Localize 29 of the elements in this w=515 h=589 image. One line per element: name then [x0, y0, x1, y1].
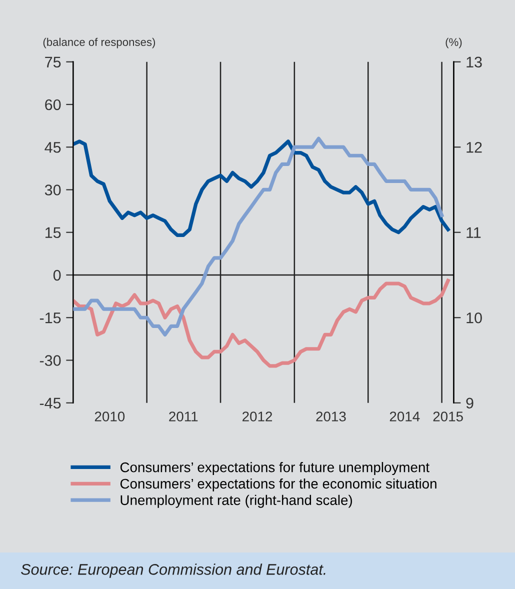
- source-note: Source: European Commission and Eurostat.: [21, 564, 326, 578]
- y-tick-label: 45: [44, 142, 61, 153]
- line-series: [73, 140, 450, 238]
- y2-tick-label: 10: [466, 312, 482, 324]
- y-axis-title: (balance of responses): [43, 38, 156, 48]
- y-tick-label: -15: [40, 312, 61, 324]
- y-tick-label: 30: [44, 184, 61, 196]
- legend-label: Unemployment rate (right-hand scale): [120, 494, 352, 508]
- x-tick-label: 2011: [169, 412, 198, 422]
- x-tick-label: 2015: [433, 412, 463, 422]
- y-tick-label: 15: [46, 227, 61, 238]
- y2-tick-label: 13: [466, 56, 482, 68]
- x-tick-label: 2013: [316, 412, 346, 422]
- y-tick-label: 0: [53, 270, 61, 281]
- y2-tick-label: 9: [466, 398, 474, 409]
- y-tick-label: -30: [40, 355, 61, 366]
- y2-tick-label: 12: [466, 142, 482, 153]
- line-series: [73, 136, 444, 336]
- y2-tick-label: 11: [466, 227, 481, 238]
- line-series: [73, 278, 450, 368]
- y-tick-label: 75: [45, 56, 61, 68]
- legend-label: Consumers’ expectations for the economic situation: [120, 478, 436, 492]
- x-tick-label: 2014: [390, 412, 420, 422]
- y2-axis-title: (%): [446, 38, 462, 48]
- x-tick-label: 2012: [242, 412, 272, 422]
- y-tick-label: 60: [45, 99, 61, 110]
- legend-label: Consumers’ expectations for future unemployment: [120, 462, 430, 475]
- y-tick-label: -45: [40, 398, 61, 409]
- x-tick-label: 2010: [94, 412, 125, 422]
